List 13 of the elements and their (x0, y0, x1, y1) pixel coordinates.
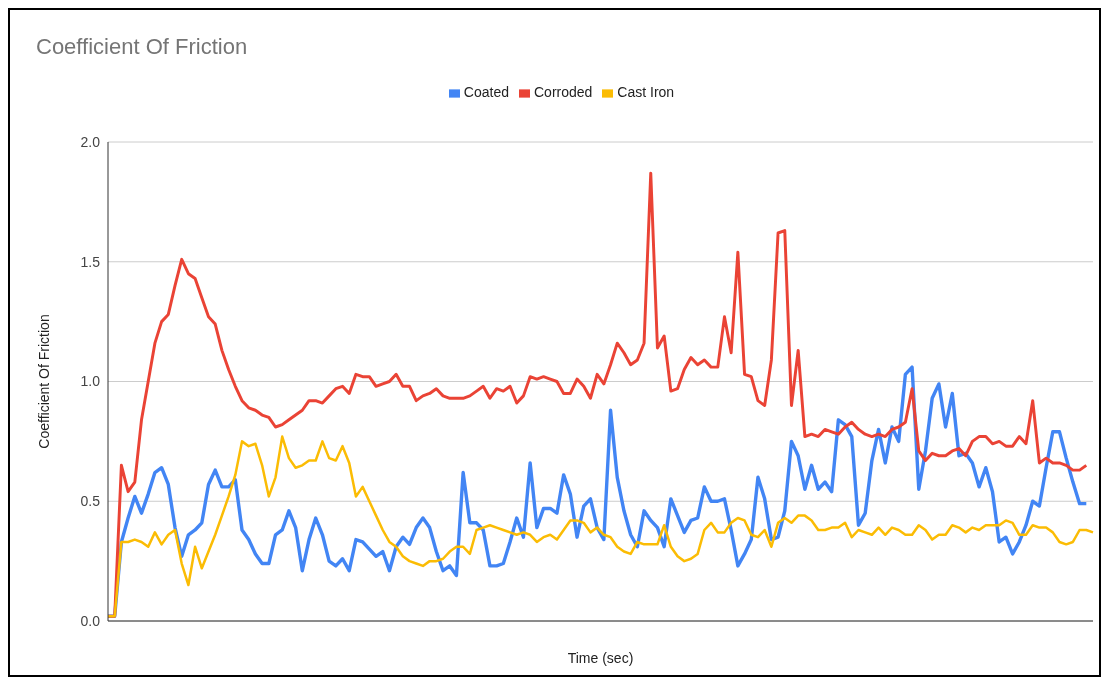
y-tick-label: 1.5 (80, 253, 101, 270)
y-tick-label: 0.0 (80, 612, 101, 629)
chart-title: Coefficient Of Friction (36, 34, 248, 60)
legend-label: Corroded (533, 84, 593, 100)
y-tick-label: 1.0 (80, 373, 101, 390)
y-axis-title: Coefficient Of Friction (35, 314, 52, 449)
line-series (106, 435, 1095, 618)
x-axis-title: Time (sec) (567, 650, 634, 666)
y-tick-label: 2.0 (80, 133, 101, 150)
legend-label: Coated (463, 84, 509, 100)
line-series (106, 171, 1088, 618)
y-tick-label: 0.5 (80, 493, 101, 510)
legend-label: Cast Iron (617, 84, 675, 100)
